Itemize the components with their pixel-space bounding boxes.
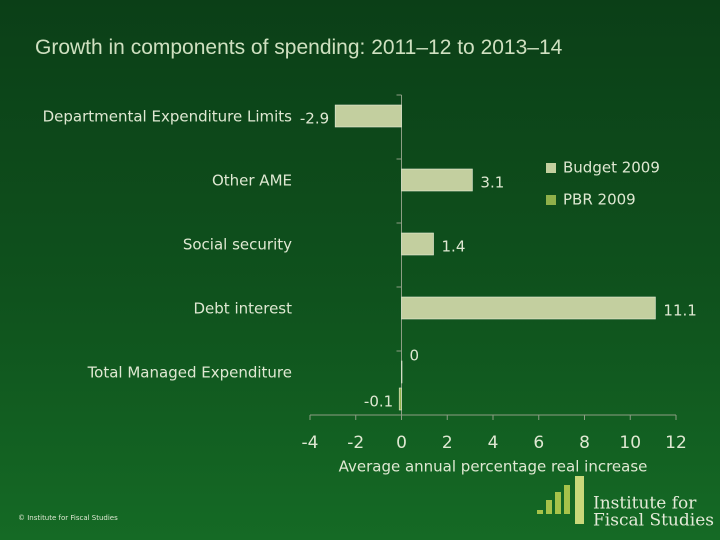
legend-swatch: [546, 195, 556, 205]
x-tick-label: -2: [347, 433, 364, 453]
x-tick-label: 2: [442, 433, 453, 453]
logo-bars: [537, 476, 584, 524]
chart-title: Growth in components of spending: 2011–1…: [35, 36, 563, 59]
bar: [401, 360, 403, 384]
bar: [398, 387, 402, 411]
copyright: © Institute for Fiscal Studies: [18, 514, 118, 522]
x-axis-label: Average annual percentage real increase: [339, 458, 648, 476]
category-label: Social security: [183, 236, 292, 254]
bar: [401, 232, 434, 256]
x-tick-label: -4: [302, 433, 319, 453]
category-label: Debt interest: [194, 300, 293, 318]
value-label: 11.1: [663, 302, 696, 320]
value-label: 0: [410, 347, 420, 365]
legend-label: Budget 2009: [563, 159, 660, 177]
value-label: 3.1: [480, 174, 504, 192]
x-tick-label: 4: [488, 433, 499, 453]
legend-label: PBR 2009: [563, 191, 636, 209]
logo-text: Institute for: [593, 494, 697, 514]
category-label: Other AME: [212, 172, 292, 190]
value-label: -2.9: [300, 110, 329, 128]
value-label: 1.4: [442, 238, 466, 256]
bar: [334, 104, 402, 128]
category-label: Departmental Expenditure Limits: [43, 108, 293, 126]
x-tick-label: 8: [579, 433, 590, 453]
value-label: -0.1: [364, 393, 393, 411]
x-tick-label: 12: [665, 433, 687, 453]
bar: [401, 168, 473, 192]
logo-text: Fiscal Studies: [593, 511, 714, 531]
x-tick-label: 0: [396, 433, 407, 453]
x-tick-label: 10: [619, 433, 641, 453]
bar: [401, 296, 656, 320]
x-tick-label: 6: [533, 433, 544, 453]
legend-swatch: [546, 163, 556, 173]
category-label: Total Managed Expenditure: [87, 364, 292, 382]
